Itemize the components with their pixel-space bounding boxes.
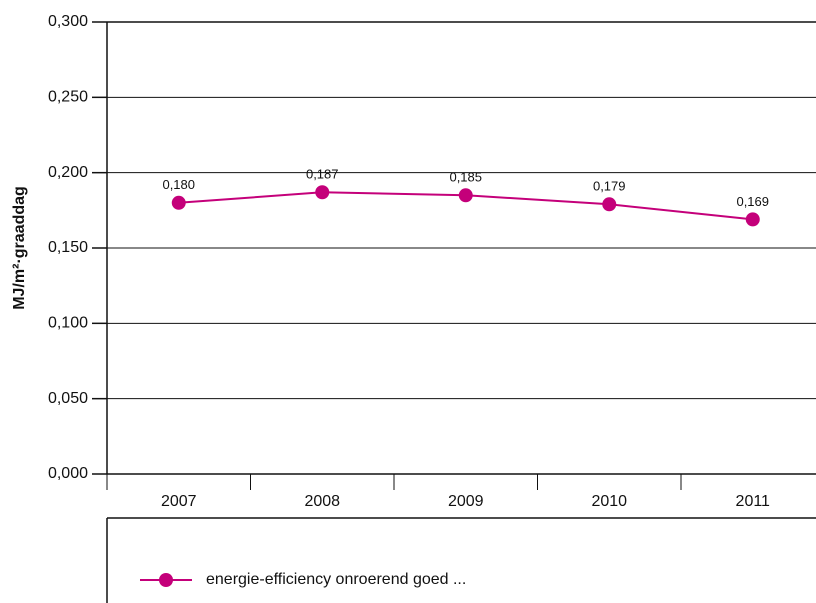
y-tick-label: 0,250 <box>48 89 88 106</box>
y-axis-label: MJ/m²·graaddag <box>11 186 28 310</box>
point <box>171 195 186 210</box>
point <box>745 212 760 227</box>
point <box>458 188 473 203</box>
point <box>315 185 330 200</box>
legend-marker <box>159 573 173 587</box>
y-tick-label: 0,300 <box>48 13 88 30</box>
value-label: 0,185 <box>449 170 482 185</box>
x-tick-label: 2010 <box>591 493 627 510</box>
value-label: 0,179 <box>593 179 626 194</box>
value-label: 0,180 <box>162 177 195 192</box>
x-tick-label: 2008 <box>304 493 340 510</box>
value-label: 0,169 <box>736 194 769 209</box>
y-tick-label: 0,050 <box>48 390 88 407</box>
y-tick-label: 0,200 <box>48 164 88 181</box>
value-label: 0,187 <box>306 167 339 182</box>
x-tick-label: 2009 <box>448 493 484 510</box>
y-tick-label: 0,000 <box>48 465 88 482</box>
x-tick-label: 2007 <box>161 493 197 510</box>
x-tick-label: 2011 <box>736 493 771 510</box>
legend-label: energie-efficiency onroerend goed ... <box>206 571 466 588</box>
y-tick-label: 0,150 <box>48 239 88 256</box>
point <box>602 197 617 212</box>
y-tick-label: 0,100 <box>48 315 88 332</box>
